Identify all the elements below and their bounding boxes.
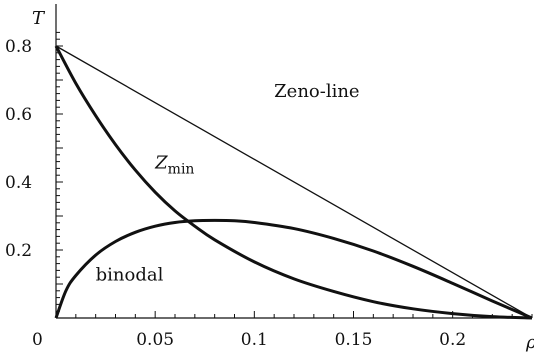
y-tick-label: 0.4 xyxy=(5,173,32,193)
zeno-line-label: Zeno-line xyxy=(274,81,359,102)
zmin-label: Zmin xyxy=(154,152,194,177)
x-axis-label: ρ xyxy=(525,332,534,353)
binodal-curve xyxy=(54,218,533,320)
origin-label: 0 xyxy=(32,330,43,350)
x-tick-label: 0.05 xyxy=(136,330,174,350)
binodal-label: binodal xyxy=(96,265,164,286)
zmin-curve xyxy=(54,45,533,320)
zeno-line xyxy=(55,45,533,319)
labels: 0.05 0.1 0.15 0.2 0.2 0.4 0.6 0.8 0 Tρ Zeno-line Zm… xyxy=(5,8,534,353)
y-tick-label: 0.2 xyxy=(5,241,32,261)
x-tick-label: 0.2 xyxy=(439,330,466,350)
y-tick-label: 0.8 xyxy=(5,37,32,57)
x-tick-label: 0.1 xyxy=(241,330,268,350)
x-tick-label: 0.15 xyxy=(335,330,373,350)
curves xyxy=(54,45,533,320)
y-tick-label: 0.6 xyxy=(5,105,32,125)
y-axis-label: T xyxy=(32,8,46,29)
